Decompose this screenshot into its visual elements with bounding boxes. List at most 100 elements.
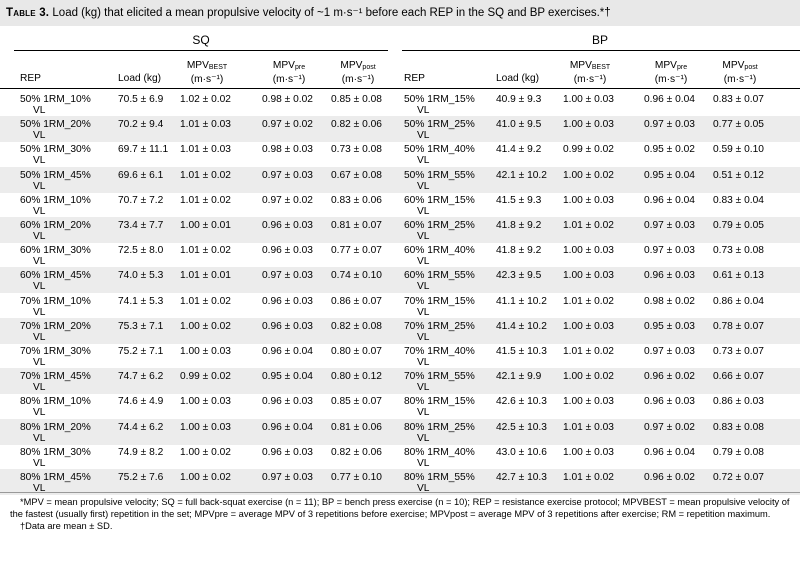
- bp-post-cell: 0.86 ± 0.04: [713, 295, 764, 307]
- sq-pre-cell: 0.97 ± 0.03: [262, 472, 313, 483]
- bp-pre-cell: 0.97 ± 0.03: [644, 346, 695, 357]
- bp-pre-cell: 0.95 ± 0.03: [644, 320, 695, 332]
- bp-post-cell: 0.73 ± 0.08: [713, 245, 764, 257]
- bp-best-cell: 1.00 ± 0.03: [563, 396, 614, 408]
- bp-load-cell: 41.1 ± 10.2: [496, 295, 547, 307]
- group-rule-bp: [402, 50, 800, 51]
- bp-load-cell: 41.8 ± 9.2: [496, 245, 542, 257]
- bp-rep-cell: 60% 1RM_25%: [404, 220, 475, 231]
- bp-load-cell: 42.3 ± 9.5: [496, 270, 542, 282]
- bp-post-cell: 0.66 ± 0.07: [713, 371, 764, 383]
- sq-pre-cell: 0.96 ± 0.04: [262, 421, 313, 433]
- bp-rep-cell: 50% 1RM_25%: [404, 119, 475, 131]
- sq-post-cell: 0.74 ± 0.10: [331, 270, 382, 282]
- sq-post-cell: 0.86 ± 0.07: [331, 295, 382, 307]
- table-row: 70% 1RM_45% VL 74.7 ± 6.2 0.99 ± 0.02 0.95 ±…: [0, 368, 800, 395]
- sq-pre-cell: 0.98 ± 0.02: [262, 94, 313, 105]
- sq-pre-cell: 0.97 ± 0.02: [262, 119, 313, 131]
- bp-pre-cell: 0.97 ± 0.03: [644, 220, 695, 231]
- sq-rep-suffix: VL: [33, 155, 46, 167]
- bp-rep-cell: 70% 1RM_25%: [404, 320, 475, 332]
- sq-best-cell: 1.00 ± 0.01: [180, 220, 231, 231]
- sq-pre-cell: 0.97 ± 0.03: [262, 169, 313, 181]
- sq-pre-cell: 0.97 ± 0.03: [262, 270, 313, 282]
- bp-load-cell: 42.1 ± 10.2: [496, 169, 547, 181]
- sq-best-cell: 1.02 ± 0.02: [180, 94, 231, 105]
- bp-load-cell: 41.5 ± 10.3: [496, 346, 547, 357]
- sq-rep-cell: 70% 1RM_30%: [20, 346, 91, 357]
- sq-rep-suffix: VL: [33, 357, 46, 368]
- sq-rep-cell: 60% 1RM_10%: [20, 194, 91, 206]
- sq-post-cell: 0.82 ± 0.06: [331, 446, 382, 458]
- table-row: 50% 1RM_45% VL 69.6 ± 6.1 1.01 ± 0.02 0.97 ±…: [0, 166, 800, 193]
- sq-rep-suffix: VL: [33, 306, 46, 318]
- table-row: 50% 1RM_20% VL 70.2 ± 9.4 1.01 ± 0.03 0.97 ±…: [0, 116, 800, 143]
- bp-rep-cell: 80% 1RM_25%: [404, 421, 475, 433]
- sq-rep-suffix: VL: [33, 180, 46, 192]
- table-row: 80% 1RM_20% VL 74.4 ± 6.2 1.00 ± 0.03 0.96 ±…: [0, 418, 800, 445]
- sq-post-cell: 0.80 ± 0.07: [331, 346, 382, 357]
- table-row: 50% 1RM_30% VL 69.7 ± 11.1 1.01 ± 0.03 0.98 …: [0, 141, 800, 167]
- sq-rep-suffix: VL: [33, 281, 46, 293]
- sq-rep-suffix: VL: [33, 382, 46, 394]
- bp-rep-cell: 80% 1RM_55%: [404, 472, 475, 483]
- sq-pre-cell: 0.95 ± 0.04: [262, 371, 313, 383]
- bp-rep-suffix: VL: [417, 105, 430, 116]
- bp-rep-cell: 80% 1RM_15%: [404, 396, 475, 408]
- table-title: Load (kg) that elicited a mean propulsiv…: [52, 7, 611, 19]
- table-row: 70% 1RM_30% VL 75.2 ± 7.1 1.00 ± 0.03 0.96 ±…: [0, 343, 800, 369]
- sq-rep-cell: 80% 1RM_10%: [20, 396, 91, 408]
- bp-post-cell: 0.79 ± 0.08: [713, 446, 764, 458]
- sq-best-cell: 0.99 ± 0.02: [180, 371, 231, 383]
- sq-rep-cell: 80% 1RM_30%: [20, 446, 91, 458]
- bp-rep-suffix: VL: [417, 256, 430, 268]
- group-header-sq: SQ: [192, 33, 210, 47]
- footnote-abbreviations: *MPV = mean propulsive velocity; SQ = fu…: [10, 497, 790, 519]
- bp-post-cell: 0.77 ± 0.05: [713, 119, 764, 131]
- bp-pre-cell: 0.98 ± 0.02: [644, 295, 695, 307]
- bp-best-cell: 1.01 ± 0.02: [563, 472, 614, 483]
- sq-rep-cell: 50% 1RM_10%: [20, 94, 91, 105]
- table-row: 80% 1RM_30% VL 74.9 ± 8.2 1.00 ± 0.02 0.96 ±…: [0, 444, 800, 470]
- bp-load-cell: 42.7 ± 10.3: [496, 472, 547, 483]
- bp-load-cell: 43.0 ± 10.6: [496, 446, 547, 458]
- sq-best-cell: 1.01 ± 0.02: [180, 295, 231, 307]
- bp-rep-cell: 50% 1RM_15%: [404, 94, 475, 105]
- sq-load-cell: 75.2 ± 7.6: [118, 472, 164, 483]
- sq-rep-suffix: VL: [33, 457, 46, 469]
- sq-post-cell: 0.81 ± 0.07: [331, 220, 382, 231]
- sq-post-cell: 0.73 ± 0.08: [331, 144, 382, 156]
- bp-pre-cell: 0.95 ± 0.02: [644, 144, 695, 156]
- bp-best-cell: 1.00 ± 0.03: [563, 194, 614, 206]
- sq-rep-suffix: VL: [33, 105, 46, 116]
- table-row: 60% 1RM_30% VL 72.5 ± 8.0 1.01 ± 0.02 0.96 ±…: [0, 242, 800, 268]
- sq-rep-suffix: VL: [33, 205, 46, 217]
- sq-post-cell: 0.85 ± 0.07: [331, 396, 382, 408]
- sq-load-cell: 70.7 ± 7.2: [118, 194, 164, 206]
- sq-load-cell: 69.6 ± 6.1: [118, 169, 164, 181]
- sq-best-cell: 1.00 ± 0.02: [180, 472, 231, 483]
- sq-load-cell: 73.4 ± 7.7: [118, 220, 164, 231]
- sq-col-mpv-post: MPVpost (m·s⁻¹): [340, 60, 376, 85]
- sq-pre-cell: 0.96 ± 0.03: [262, 446, 313, 458]
- sq-rep-suffix: VL: [33, 256, 46, 268]
- sq-pre-cell: 0.96 ± 0.03: [262, 320, 313, 332]
- header-rule: [0, 88, 800, 89]
- sq-post-cell: 0.67 ± 0.08: [331, 169, 382, 181]
- sq-best-cell: 1.00 ± 0.02: [180, 446, 231, 458]
- table-row: 60% 1RM_20% VL 73.4 ± 7.7 1.00 ± 0.01 0.96 ±…: [0, 217, 800, 243]
- bp-rep-cell: 60% 1RM_55%: [404, 270, 475, 282]
- bp-best-cell: 1.00 ± 0.03: [563, 446, 614, 458]
- bp-pre-cell: 0.96 ± 0.02: [644, 371, 695, 383]
- sq-load-cell: 75.2 ± 7.1: [118, 346, 164, 357]
- sq-best-cell: 1.01 ± 0.01: [180, 270, 231, 282]
- bp-col-load: Load (kg): [496, 73, 540, 84]
- bp-post-cell: 0.83 ± 0.08: [713, 421, 764, 433]
- table-row: 50% 1RM_10% VL 70.5 ± 6.9 1.02 ± 0.02 0.98 ±…: [0, 91, 800, 117]
- bp-best-cell: 1.00 ± 0.03: [563, 94, 614, 105]
- sq-rep-cell: 80% 1RM_45%: [20, 472, 91, 483]
- bp-col-mpv-best: MPVBEST (m·s⁻¹): [569, 60, 611, 85]
- sq-post-cell: 0.83 ± 0.06: [331, 194, 382, 206]
- bp-rep-suffix: VL: [417, 331, 430, 343]
